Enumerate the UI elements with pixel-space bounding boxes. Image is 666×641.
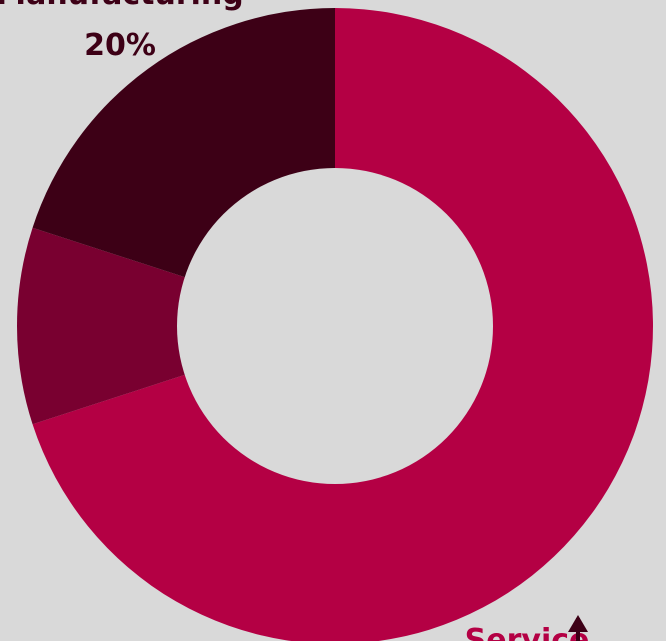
slice-label-manufacturing: Manufacturing xyxy=(0,0,244,12)
arrow-icon xyxy=(568,615,588,641)
slice-label-service: Service xyxy=(465,623,590,641)
donut-slice-unlabeled-1 xyxy=(16,227,335,425)
slice-label-manufacturing-percent: 20% xyxy=(84,28,156,63)
donut-hole xyxy=(177,168,493,484)
